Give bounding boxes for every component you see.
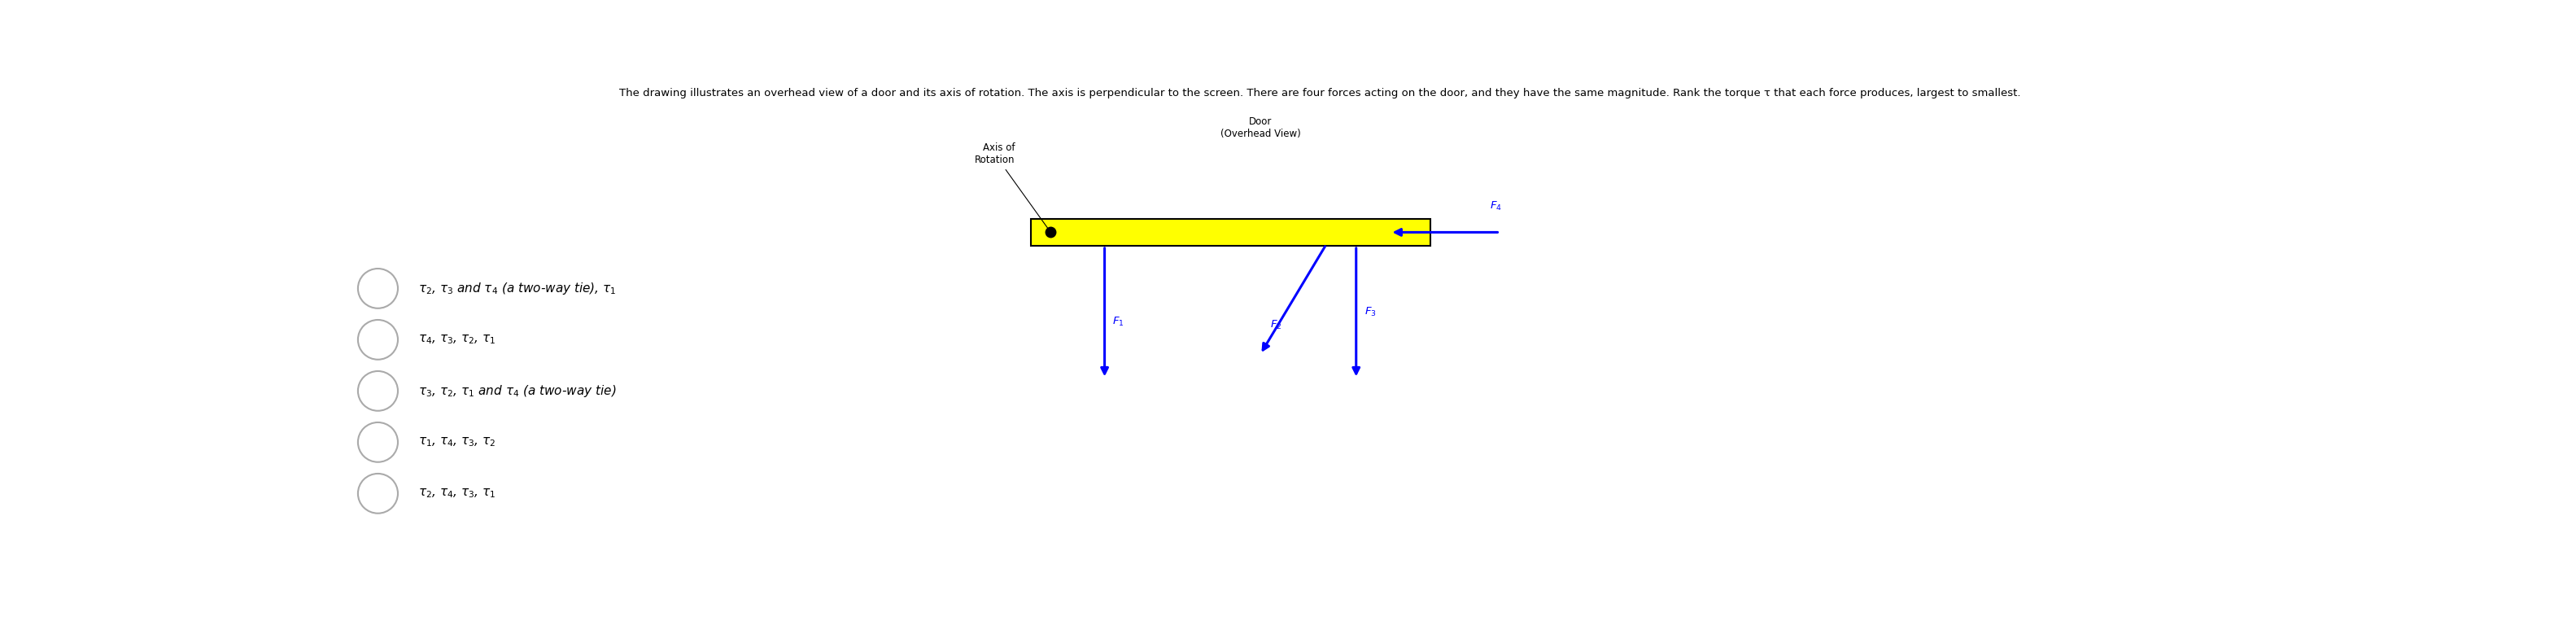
Text: Door
(Overhead View): Door (Overhead View) [1221,117,1301,139]
Bar [1030,219,1430,246]
Text: $\tau_1$, $\tau_4$, $\tau_3$, $\tau_2$: $\tau_1$, $\tau_4$, $\tau_3$, $\tau_2$ [417,436,495,449]
Text: Axis of
Rotation: Axis of Rotation [974,143,1048,231]
Text: $\tau_2$, $\tau_3$ and $\tau_4$ (a two-way tie), $\tau_1$: $\tau_2$, $\tau_3$ and $\tau_4$ (a two-w… [417,281,616,296]
Text: $\tau_4$, $\tau_3$, $\tau_2$, $\tau_1$: $\tau_4$, $\tau_3$, $\tau_2$, $\tau_1$ [417,333,495,346]
Text: The drawing illustrates an overhead view of a door and its axis of rotation. The: The drawing illustrates an overhead view… [618,88,2022,99]
Text: $\tau_2$, $\tau_4$, $\tau_3$, $\tau_1$: $\tau_2$, $\tau_4$, $\tau_3$, $\tau_1$ [417,487,495,500]
Text: $F_1$: $F_1$ [1113,316,1126,328]
Text: $F_4$: $F_4$ [1489,200,1502,213]
Text: $F_2$: $F_2$ [1270,319,1283,331]
Text: $\tau_3$, $\tau_2$, $\tau_1$ and $\tau_4$ (a two-way tie): $\tau_3$, $\tau_2$, $\tau_1$ and $\tau_4… [417,383,616,399]
Text: $F_3$: $F_3$ [1365,306,1376,318]
